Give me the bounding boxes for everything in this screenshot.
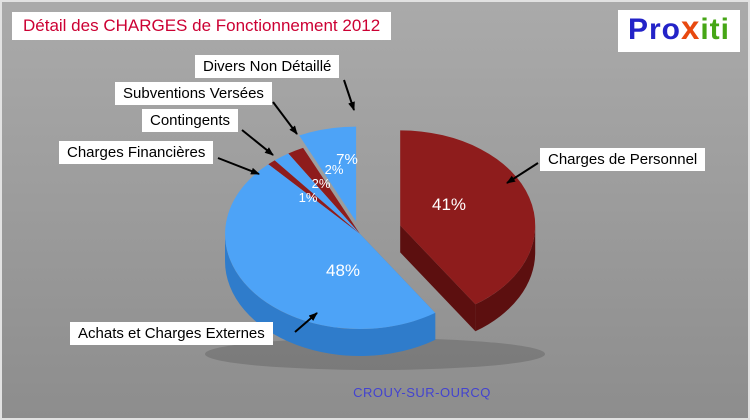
callout-arrow [217,157,260,175]
pie-percent-label: 48% [326,261,360,280]
pie-slice-top [268,160,360,234]
logo-text-x: x [680,9,701,46]
callout-arrow [506,162,539,184]
logo-text-iti: iti [700,13,730,46]
callout-arrow [294,312,318,333]
pie-slice-outer-wall [475,225,536,332]
page-title: Détail des CHARGES de Fonctionnement 201… [23,16,381,35]
pie-slice-top [288,147,360,234]
pie-slice-edge-wall [400,225,476,332]
proxiti-logo: Proxiti [617,9,740,52]
slice-callout-label: Charges de Personnel [540,148,706,171]
slice-callout-label: Achats et Charges Externes [70,322,273,345]
pie-percent-label: 2% [325,162,344,177]
callout-arrow [241,129,274,156]
pie-slice-top [274,153,360,234]
callout-arrow [343,79,355,111]
slice-callout-label: Contingents [142,109,239,132]
slice-callout-label: Divers Non Détaillé [195,55,340,78]
pie-percent-label: 1% [299,190,318,205]
slice-callout-label: Subventions Versées [115,82,272,105]
report-title-box: Détail des CHARGES de Fonctionnement 201… [12,12,392,40]
pie-slice-top [225,164,436,329]
callout-arrow [272,101,298,135]
pie-percent-label: 7% [336,151,358,168]
slice-callout-label: Charges Financières [59,141,214,164]
logo-text-pro: Pro [627,13,681,46]
pie-slice-top [299,126,357,222]
pie-percent-label: 2% [312,176,331,191]
pie-slice-top [400,130,536,305]
pie-percent-label: 41% [432,195,466,214]
pie-slice-outer-wall [225,234,436,357]
city-label: CROUY-SUR-OURCQ [353,385,491,400]
